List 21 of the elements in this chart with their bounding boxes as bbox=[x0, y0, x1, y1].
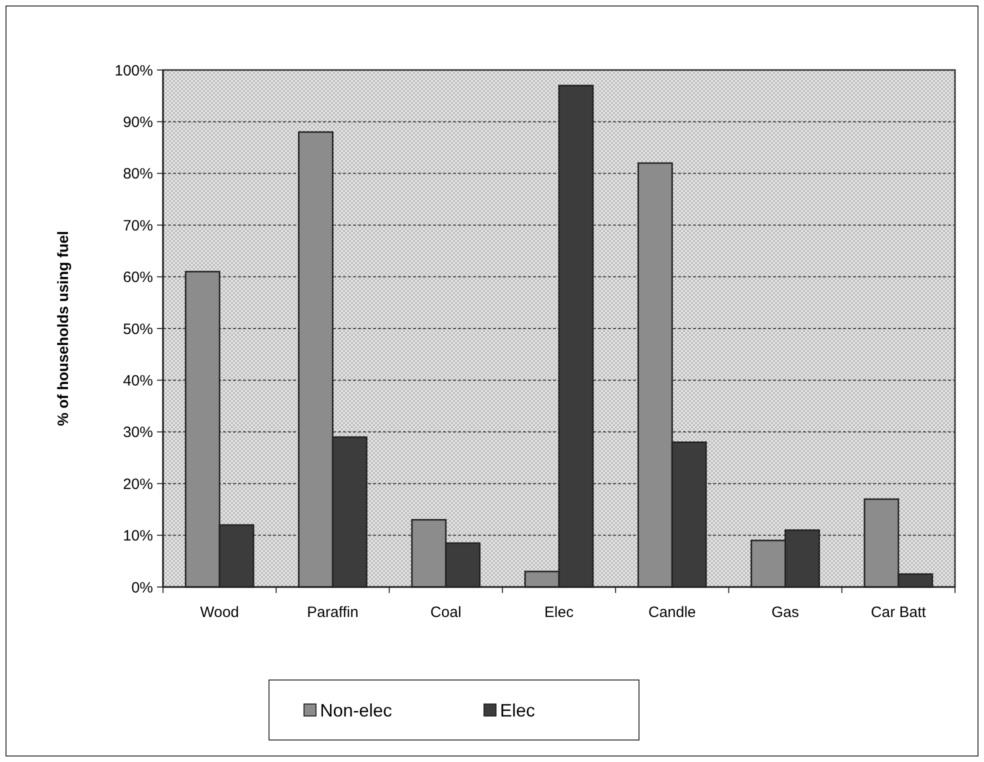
legend-label: Non-elec bbox=[320, 700, 392, 720]
legend-label: Elec bbox=[500, 700, 536, 720]
x-tick-label: Elec bbox=[544, 604, 574, 621]
y-tick-label: 70% bbox=[122, 217, 153, 234]
y-axis-title: % of households using fuel bbox=[55, 231, 72, 426]
y-tick-label: 60% bbox=[122, 269, 153, 286]
x-tick-label: Car Batt bbox=[870, 604, 927, 621]
x-tick-label: Coal bbox=[430, 604, 462, 621]
y-tick-label: 20% bbox=[122, 476, 153, 493]
y-tick-label: 100% bbox=[114, 62, 153, 80]
y-tick-label: 10% bbox=[122, 528, 153, 545]
x-tick-label: Paraffin bbox=[306, 604, 358, 621]
y-tick-label: 30% bbox=[122, 424, 153, 442]
x-tick-label: Gas bbox=[772, 604, 800, 621]
x-tick-label: Wood bbox=[200, 604, 240, 621]
y-tick-label: 40% bbox=[122, 372, 153, 390]
y-tick-label: 0% bbox=[131, 579, 153, 596]
y-tick-label: 50% bbox=[122, 320, 153, 338]
y-tick-label: 80% bbox=[122, 166, 153, 183]
y-tick-label: 90% bbox=[122, 114, 153, 131]
x-tick-label: Candle bbox=[648, 604, 696, 621]
